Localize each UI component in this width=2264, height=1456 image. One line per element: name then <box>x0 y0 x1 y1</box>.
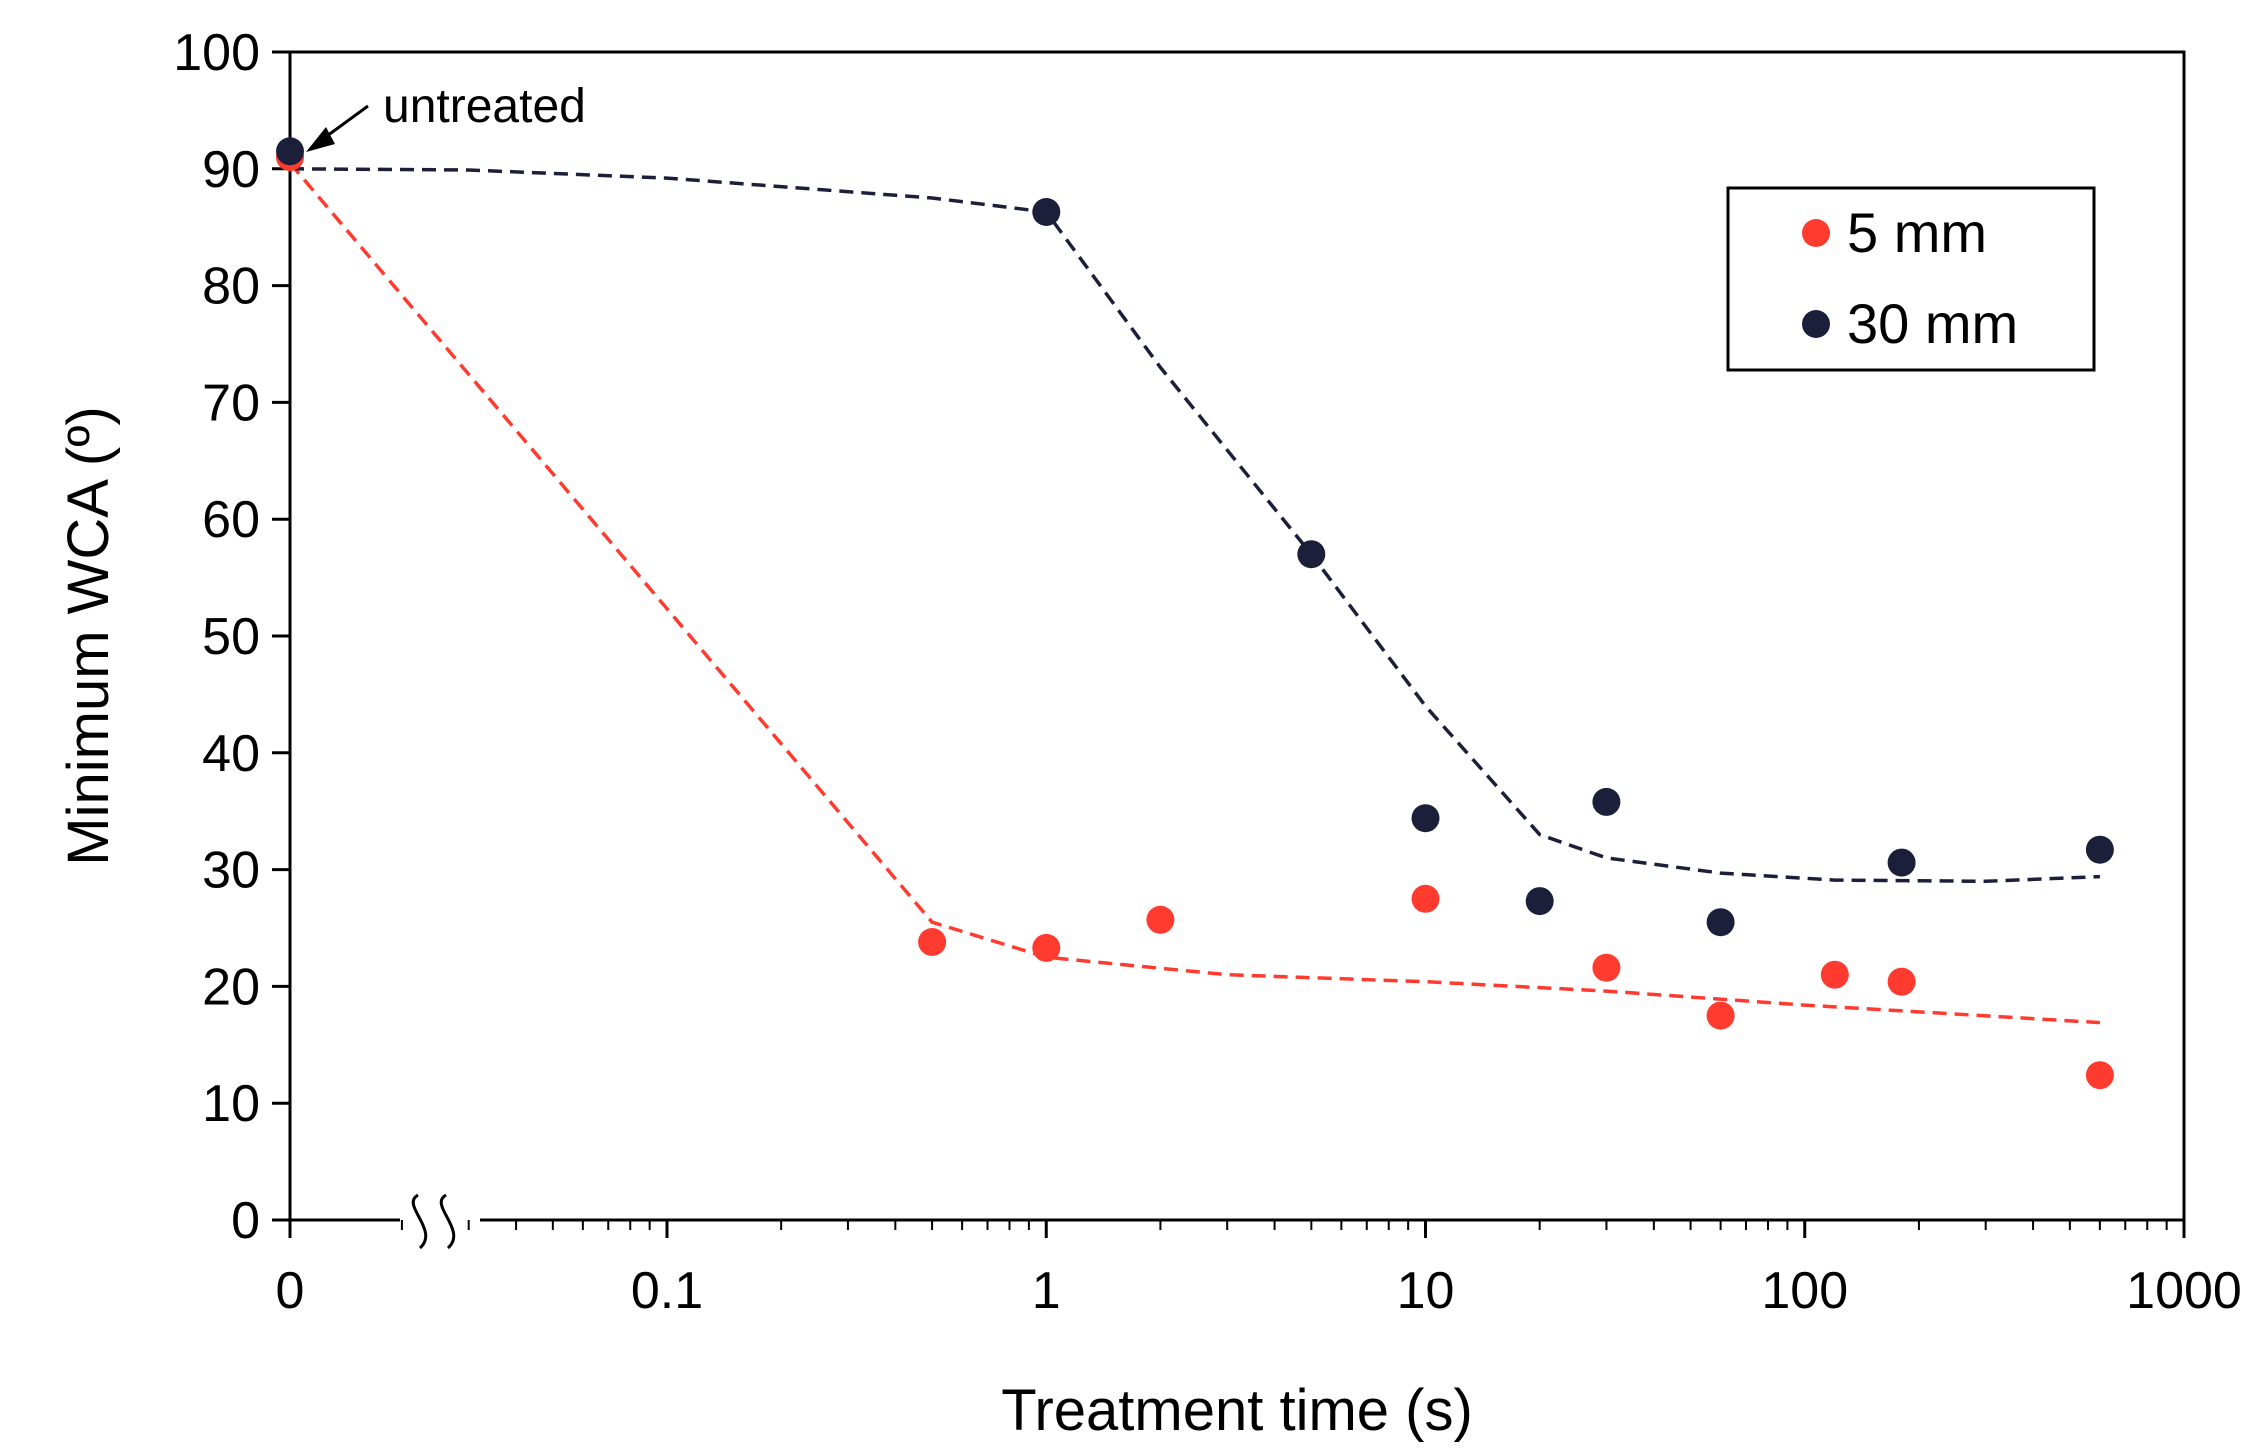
x-axis-break <box>400 1193 480 1250</box>
annotation-arrowhead <box>306 127 335 152</box>
x-tick-label: 100 <box>1761 1262 1848 1320</box>
legend-label-30mm: 30 mm <box>1847 292 2018 355</box>
data-point-30mm <box>1525 887 1554 916</box>
trend-line-5mm <box>288 161 2101 1025</box>
data-point-30mm <box>1032 198 1061 226</box>
data-point-group <box>276 137 2114 1090</box>
legend-label-5mm: 5 mm <box>1847 201 1987 264</box>
y-tick-label: 10 <box>202 1075 260 1133</box>
data-point-5mm <box>918 928 947 956</box>
data-point-5mm <box>1820 960 1849 989</box>
x-tick-label: 10 <box>1397 1262 1455 1320</box>
y-tick-label: 100 <box>173 24 260 82</box>
y-tick-label: 40 <box>202 725 260 783</box>
legend-marker-30mm <box>1802 310 1830 338</box>
trend-line-30mm <box>289 167 2100 884</box>
x-tick-label: 1 <box>1032 1262 1061 1320</box>
x-axis-title: Treatment time (s) <box>1001 1378 1473 1443</box>
x-tick-label: 0.1 <box>631 1262 703 1320</box>
data-point-30mm <box>276 137 304 166</box>
data-point-5mm <box>1887 967 1916 996</box>
y-tick-label: 50 <box>202 608 260 666</box>
data-point-5mm <box>1146 905 1175 934</box>
data-point-30mm <box>1592 787 1621 816</box>
y-tick-label: 0 <box>231 1192 260 1250</box>
data-point-5mm <box>1411 884 1440 913</box>
legend-marker-5mm <box>1802 219 1830 247</box>
data-point-30mm <box>2085 835 2114 864</box>
data-point-5mm <box>1592 953 1621 982</box>
x-tick-label: 0 <box>276 1262 305 1320</box>
data-point-5mm <box>1032 933 1061 962</box>
data-point-30mm <box>1411 804 1440 833</box>
trend-line-group <box>288 161 2101 1025</box>
y-tick-label: 90 <box>202 141 260 199</box>
data-point-5mm <box>2085 1061 2114 1090</box>
legend: 5 mm 30 mm <box>1726 186 2096 372</box>
x-tick-label: 1000 <box>2126 1262 2242 1320</box>
data-point-5mm <box>1706 1001 1735 1030</box>
y-axis-title: Minimum WCA (º) <box>56 406 121 865</box>
data-point-30mm <box>1706 908 1735 937</box>
y-tick-label: 20 <box>202 958 260 1016</box>
y-tick-label: 70 <box>202 374 260 432</box>
y-tick-label: 80 <box>202 258 260 316</box>
data-point-30mm <box>1297 540 1326 569</box>
legend-box <box>1726 186 2096 372</box>
y-tick-label: 60 <box>202 491 260 549</box>
data-point-30mm <box>1887 848 1916 877</box>
annotation-label: untreated <box>383 80 586 133</box>
untreated-annotation: untreated <box>306 80 586 152</box>
y-tick-label: 30 <box>202 842 260 900</box>
